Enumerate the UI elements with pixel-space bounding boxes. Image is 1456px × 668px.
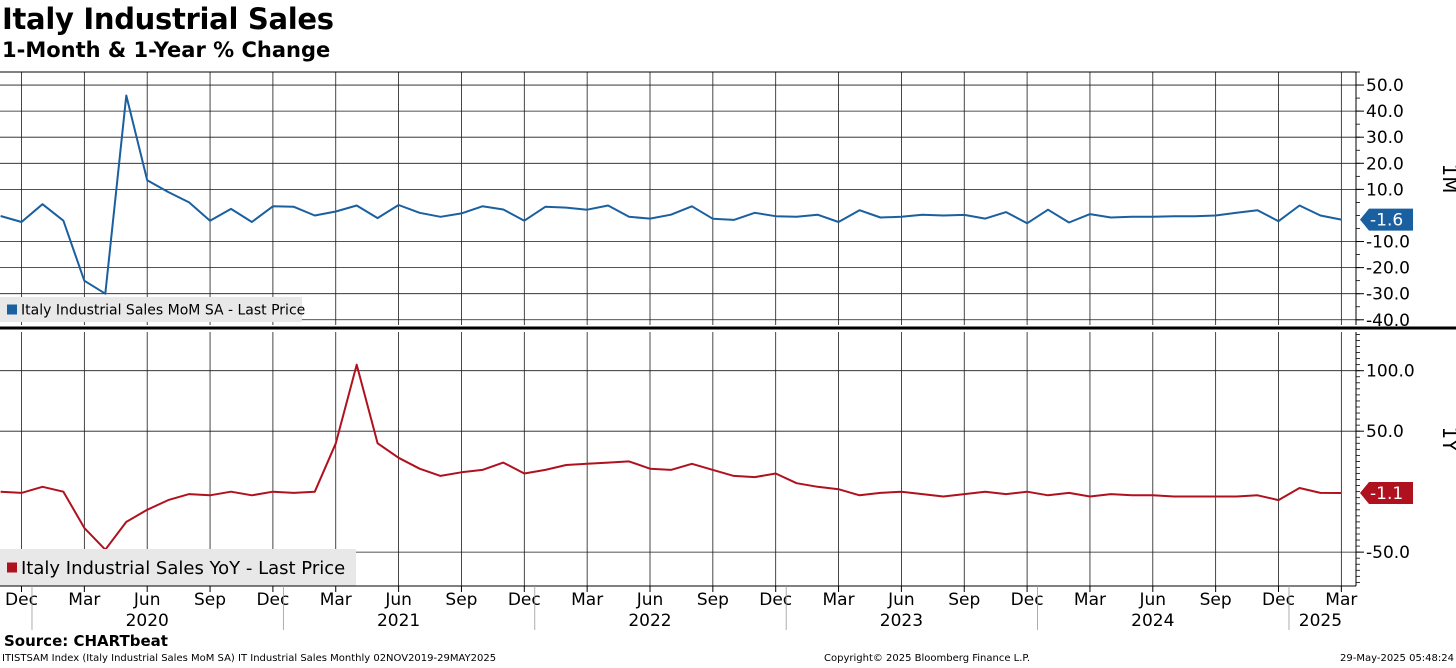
source-note: Source: CHARTbeat bbox=[4, 632, 168, 650]
panel-label: 1M bbox=[1438, 164, 1456, 194]
x-tick-label: Sep bbox=[1200, 590, 1232, 610]
y-tick-label: -50.0 bbox=[1366, 543, 1410, 563]
y-tick-label: 10.0 bbox=[1366, 180, 1404, 200]
legend-swatch bbox=[7, 304, 17, 315]
chart-title: Italy Industrial Sales bbox=[2, 2, 334, 36]
x-tick-label: Dec bbox=[256, 590, 289, 610]
y-tick-label: -10.0 bbox=[1366, 233, 1410, 253]
x-tick-label: Mar bbox=[68, 590, 100, 610]
x-tick-label: Mar bbox=[1074, 590, 1106, 610]
x-tick-label: Mar bbox=[571, 590, 603, 610]
x-year-label: 2020 bbox=[126, 611, 169, 631]
x-year-label: 2025 bbox=[1299, 611, 1342, 631]
x-tick-label: Jun bbox=[384, 590, 412, 610]
x-tick-label: Sep bbox=[445, 590, 477, 610]
series-description: ITISTSAM Index (Italy Industrial Sales M… bbox=[2, 653, 497, 664]
y-tick-label: -30.0 bbox=[1366, 285, 1410, 305]
x-tick-label: Dec bbox=[759, 590, 792, 610]
x-tick-label: Mar bbox=[823, 590, 855, 610]
x-tick-label: Jun bbox=[133, 590, 161, 610]
legend-label: Italy Industrial Sales YoY - Last Price bbox=[21, 558, 345, 579]
x-tick-label: Sep bbox=[194, 590, 226, 610]
x-tick-label: Mar bbox=[1325, 590, 1357, 610]
mom-series-line bbox=[0, 94, 1342, 295]
x-year-label: 2024 bbox=[1131, 611, 1174, 631]
x-tick-label: Dec bbox=[508, 590, 541, 610]
y-tick-label: 100.0 bbox=[1366, 362, 1415, 382]
x-year-label: 2021 bbox=[377, 611, 420, 631]
x-tick-label: Dec bbox=[5, 590, 38, 610]
legend-box bbox=[0, 297, 302, 322]
x-tick-label: Dec bbox=[1011, 590, 1044, 610]
x-tick-label: Jun bbox=[1139, 590, 1167, 610]
x-year-label: 2022 bbox=[628, 611, 671, 631]
x-tick-label: Jun bbox=[636, 590, 664, 610]
y-tick-label: -20.0 bbox=[1366, 259, 1410, 279]
y-tick-label: -40.0 bbox=[1366, 311, 1410, 331]
legend-label: Italy Industrial Sales MoM SA - Last Pri… bbox=[21, 303, 305, 319]
x-tick-label: Sep bbox=[697, 590, 729, 610]
last-value-label: -1.1 bbox=[1370, 484, 1403, 504]
x-tick-label: Sep bbox=[948, 590, 980, 610]
chart-subtitle: 1-Month & 1-Year % Change bbox=[2, 38, 331, 62]
x-tick-label: Dec bbox=[1262, 590, 1295, 610]
panel-label: 1Y bbox=[1438, 427, 1456, 453]
last-value-tag bbox=[1360, 481, 1413, 504]
x-year-label: 2023 bbox=[880, 611, 923, 631]
x-tick-label: Jun bbox=[887, 590, 915, 610]
y-tick-label: 30.0 bbox=[1366, 128, 1404, 148]
y-tick-label: 20.0 bbox=[1366, 154, 1404, 174]
legend-box bbox=[0, 549, 356, 586]
legend-swatch bbox=[7, 562, 17, 573]
copyright-note: Copyright© 2025 Bloomberg Finance L.P. bbox=[824, 653, 1031, 664]
timestamp: 29-May-2025 05:48:24 bbox=[1340, 653, 1454, 664]
last-value-label: -1.6 bbox=[1370, 211, 1403, 231]
last-value-tag bbox=[1360, 208, 1413, 231]
y-tick-label: 50.0 bbox=[1366, 76, 1404, 96]
x-tick-label: Mar bbox=[320, 590, 352, 610]
y-tick-label: 50.0 bbox=[1366, 422, 1404, 442]
y-tick-label: 40.0 bbox=[1366, 102, 1404, 122]
yoy-series-line bbox=[0, 363, 1342, 551]
